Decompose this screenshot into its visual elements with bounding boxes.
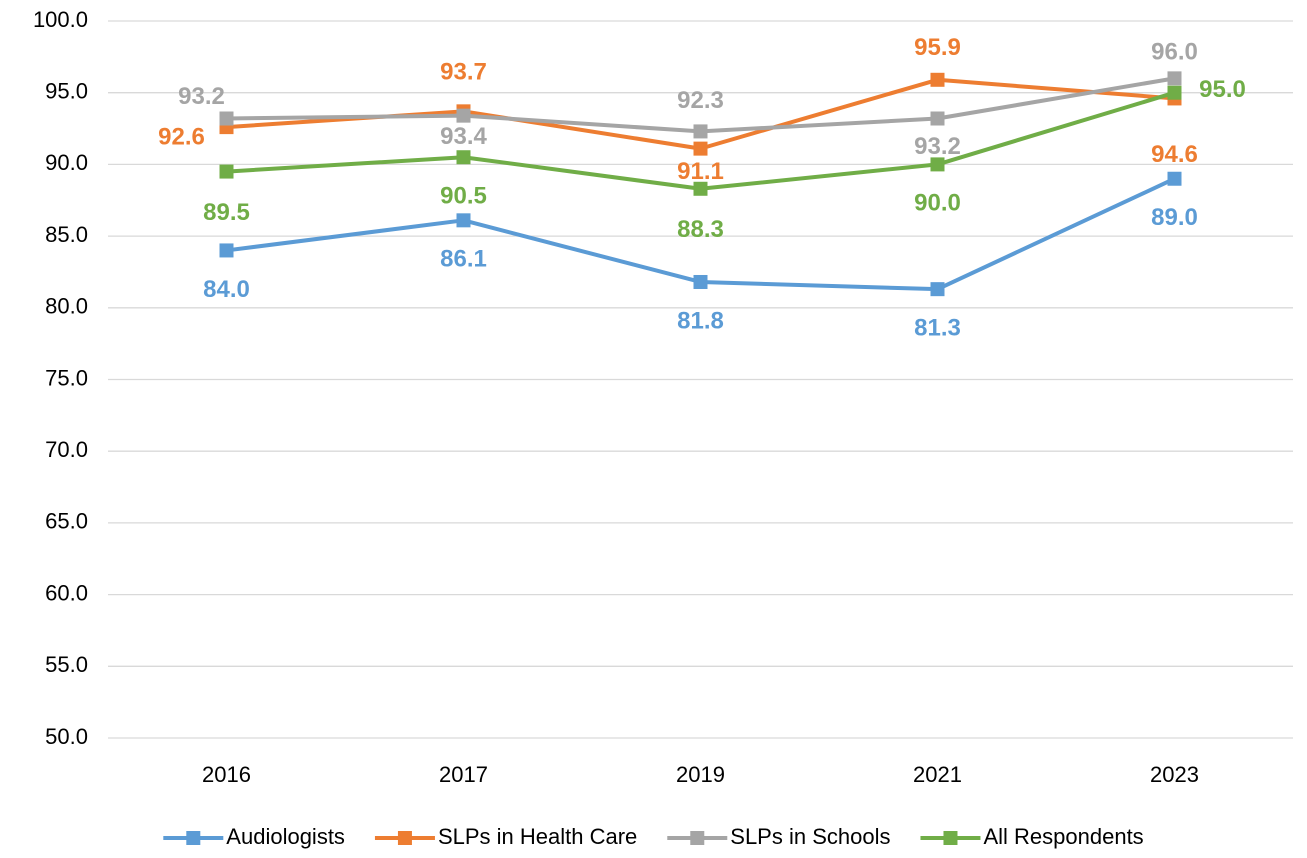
y-tick-label: 95.0 <box>45 79 88 104</box>
data-label: 95.0 <box>1199 76 1246 103</box>
legend-item: Audiologists <box>163 824 345 849</box>
point-marker <box>219 243 234 258</box>
legend-label: SLPs in Health Care <box>438 824 637 849</box>
point-marker <box>693 141 708 156</box>
data-label: 90.0 <box>914 190 961 217</box>
legend-marker <box>690 831 705 845</box>
x-tick-label: 2023 <box>1150 762 1199 787</box>
point-marker <box>930 72 945 87</box>
point-marker <box>456 150 471 165</box>
x-tick-label: 2019 <box>676 762 725 787</box>
point-marker <box>1167 71 1182 86</box>
data-label: 89.5 <box>203 199 250 226</box>
legend: Audiologists SLPs in Health Care SLPs in S… <box>163 824 1144 849</box>
data-label: 93.7 <box>440 59 487 86</box>
data-label: 92.6 <box>158 123 205 150</box>
data-label: 91.1 <box>677 158 724 185</box>
y-tick-label: 60.0 <box>45 580 88 605</box>
point-marker <box>1167 171 1182 186</box>
point-marker <box>456 108 471 123</box>
data-label: 93.4 <box>440 123 487 150</box>
data-label: 94.6 <box>1151 141 1198 168</box>
x-tick-label: 2016 <box>202 762 251 787</box>
legend-item: SLPs in Schools <box>667 824 890 849</box>
data-label: 88.3 <box>677 216 724 243</box>
point-marker <box>693 124 708 139</box>
point-marker <box>930 282 945 297</box>
data-label: 81.8 <box>677 307 724 334</box>
data-label: 93.2 <box>178 83 225 110</box>
y-tick-label: 75.0 <box>45 365 88 390</box>
point-marker <box>219 111 234 126</box>
data-label: 96.0 <box>1151 39 1198 66</box>
y-tick-label: 90.0 <box>45 150 88 175</box>
y-tick-label: 50.0 <box>45 724 88 749</box>
point-marker <box>693 181 708 196</box>
y-tick-label: 80.0 <box>45 294 88 319</box>
legend-item: SLPs in Health Care <box>374 824 637 849</box>
x-tick-label: 2017 <box>439 762 488 787</box>
y-tick-label: 55.0 <box>45 652 88 677</box>
legend-marker <box>186 831 201 845</box>
data-label: 90.5 <box>440 183 487 210</box>
y-tick-label: 85.0 <box>45 222 88 247</box>
point-marker <box>1167 85 1182 100</box>
y-tick-label: 65.0 <box>45 509 88 534</box>
y-tick-label: 100.0 <box>33 7 88 32</box>
legend-label: Audiologists <box>226 824 345 849</box>
data-label: 95.9 <box>914 34 961 61</box>
point-marker <box>219 164 234 179</box>
data-label: 81.3 <box>914 315 961 342</box>
point-marker <box>693 274 708 289</box>
legend-item: All Respondents <box>920 824 1144 849</box>
data-label: 89.0 <box>1151 204 1198 231</box>
point-marker <box>930 157 945 172</box>
point-marker <box>456 213 471 228</box>
legend-label: All Respondents <box>983 824 1143 849</box>
data-label: 86.1 <box>440 246 487 273</box>
data-label: 93.2 <box>914 133 961 160</box>
y-tick-label: 70.0 <box>45 437 88 462</box>
legend-label: SLPs in Schools <box>730 824 890 849</box>
point-marker <box>930 111 945 126</box>
data-label: 84.0 <box>203 276 250 303</box>
x-tick-label: 2021 <box>913 762 962 787</box>
legend-marker <box>397 831 412 845</box>
data-label: 92.3 <box>677 87 724 114</box>
legend-marker <box>943 831 958 845</box>
